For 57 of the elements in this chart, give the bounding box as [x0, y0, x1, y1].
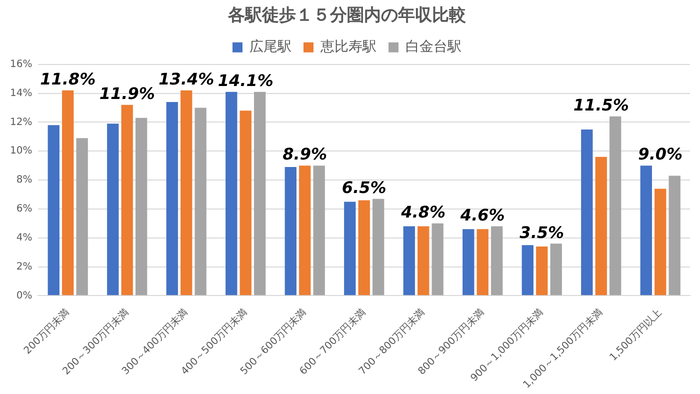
bar	[76, 138, 88, 296]
bar	[550, 244, 562, 296]
legend-label: 恵比寿駅	[320, 39, 376, 56]
chart-title: 各駅徒歩１５分圏内の年収比較	[227, 6, 467, 26]
y-tick-label: 8%	[16, 174, 32, 186]
legend-label: 広尾駅	[250, 39, 292, 56]
bar	[194, 108, 206, 296]
legend-label: 白金台駅	[406, 39, 462, 56]
bar	[135, 118, 148, 296]
data-label: 13.4%	[158, 70, 214, 89]
data-label: 14.1%	[218, 71, 274, 90]
bar	[491, 226, 503, 296]
bar	[418, 226, 430, 296]
bar	[358, 200, 370, 296]
y-tick-label: 14%	[10, 88, 32, 99]
y-tick-label: 4%	[16, 232, 32, 244]
bar	[654, 188, 666, 296]
bar	[107, 124, 119, 296]
data-label: 8.9%	[282, 144, 328, 164]
bar	[432, 223, 444, 296]
bar	[344, 202, 356, 296]
bar	[581, 129, 593, 296]
bar	[668, 176, 680, 296]
y-tick-label: 0%	[16, 290, 32, 302]
y-tick-label: 6%	[16, 204, 32, 215]
bar	[640, 166, 652, 296]
bar	[180, 90, 192, 296]
data-label: 6.5%	[342, 178, 386, 197]
bar	[403, 226, 415, 296]
data-label: 11.8%	[40, 70, 96, 89]
bar	[313, 166, 325, 296]
bar	[476, 229, 488, 296]
bar	[284, 167, 296, 296]
data-label: 11.9%	[99, 84, 155, 104]
bar	[254, 92, 266, 296]
y-tick-label: 16%	[10, 58, 32, 70]
bar	[462, 229, 474, 296]
bar	[48, 125, 60, 296]
data-label: 3.5%	[520, 222, 564, 242]
bar	[166, 102, 178, 296]
bar	[299, 166, 311, 296]
bar	[372, 198, 384, 296]
bar	[522, 245, 534, 296]
bar	[226, 92, 238, 296]
bar	[62, 90, 74, 296]
y-tick-label: 2%	[16, 261, 32, 272]
bar	[595, 156, 607, 296]
y-tick-label: 12%	[10, 116, 32, 128]
data-label: 9.0%	[638, 144, 683, 164]
data-label: 4.8%	[400, 202, 446, 222]
data-label: 4.6%	[459, 205, 505, 224]
bar	[121, 104, 133, 296]
bar	[536, 246, 548, 296]
y-tick-label: 10%	[10, 146, 32, 157]
data-label: 11.5%	[573, 96, 629, 115]
bar	[240, 110, 252, 296]
bar	[610, 116, 622, 296]
